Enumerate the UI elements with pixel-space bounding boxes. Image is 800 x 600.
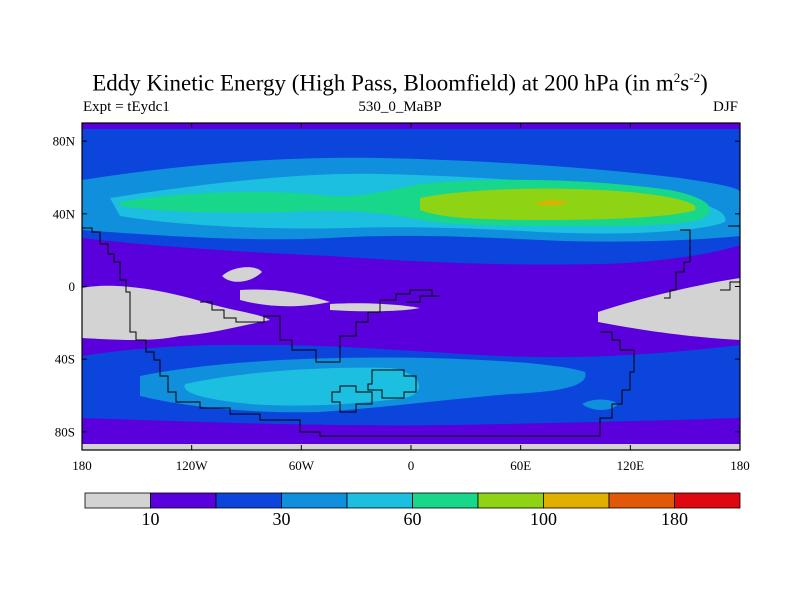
missing-south-america <box>82 285 270 340</box>
colorbar: 10 30 60 100 180 <box>84 492 741 529</box>
latitude-axis: 80N 40N 0 40S 80S <box>53 134 740 439</box>
colorbar-swatch <box>674 492 741 509</box>
colorbar-swatch <box>608 492 675 509</box>
longitude-axis: 180 120W 60W 0 60E 120E 180 <box>72 123 750 473</box>
lon-label: 120E <box>617 458 645 473</box>
colorbar-label: 10 <box>142 509 160 529</box>
missing-tropical-strip <box>330 303 420 312</box>
colorbar-label: 30 <box>273 509 291 529</box>
colorbar-swatch <box>281 492 348 509</box>
continent-outline-central <box>200 289 440 363</box>
south-polar-low-band <box>82 418 740 450</box>
contour-field <box>82 123 740 450</box>
lon-label: 180 <box>730 458 750 473</box>
continent-outline-west <box>82 227 635 437</box>
lon-label: 60E <box>510 458 531 473</box>
lat-label: 40S <box>55 352 75 367</box>
continent-outline-islands <box>331 369 417 413</box>
south-storm-track-l3b <box>582 399 618 410</box>
map-title: Eddy Kinetic Energy (High Pass, Bloomfie… <box>92 70 708 96</box>
colorbar-swatch <box>543 492 610 509</box>
missing-australia-east <box>598 278 740 340</box>
colorbar-label: 100 <box>530 509 557 529</box>
lon-label: 180 <box>72 458 92 473</box>
colorbar-swatch <box>412 492 479 509</box>
colorbar-swatch <box>477 492 544 509</box>
continent-outlines <box>82 225 740 437</box>
missing-north-pacific <box>222 267 262 282</box>
lat-label: 0 <box>69 279 76 294</box>
lon-label: 120W <box>176 458 209 473</box>
period-label: 530_0_MaBP <box>358 99 442 115</box>
colorbar-swatch <box>150 492 217 509</box>
experiment-label: Expt = tEydc1 <box>83 99 170 115</box>
lat-label: 80N <box>53 134 76 149</box>
lat-label: 40N <box>53 206 76 221</box>
south-storm-track-l4 <box>184 367 420 406</box>
colorbar-swatch <box>84 492 151 509</box>
colorbar-swatch <box>215 492 282 509</box>
missing-central-patch <box>240 289 330 307</box>
colorbar-swatch <box>346 492 413 509</box>
lon-label: 0 <box>408 458 415 473</box>
season-label: DJF <box>712 99 738 115</box>
lat-label: 80S <box>55 424 75 439</box>
north-storm-track-l7 <box>535 200 568 206</box>
colorbar-label: 60 <box>404 509 422 529</box>
colorbar-label: 180 <box>661 509 688 529</box>
continent-outline-east <box>406 225 740 303</box>
lon-label: 60W <box>289 458 315 473</box>
